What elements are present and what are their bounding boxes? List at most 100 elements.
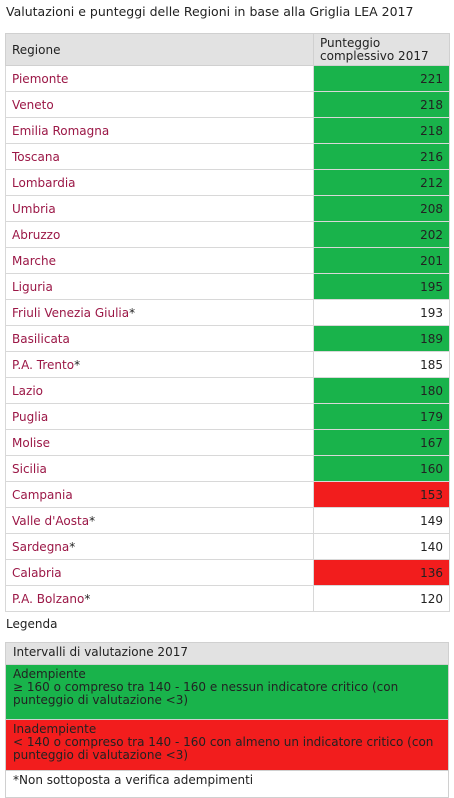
table-row: Abruzzo 202: [5, 221, 450, 248]
score-cell: 201: [313, 247, 450, 274]
region-cell: Valle d'Aosta*: [5, 507, 314, 534]
legend-noncompliant-title: Inadempiente: [13, 722, 97, 736]
region-name: Piemonte: [12, 71, 69, 86]
region-name: Abruzzo: [12, 227, 61, 242]
legend-noncompliant: Inadempiente < 140 o compreso tra 140 - …: [5, 719, 449, 771]
table-row: Campania 153: [5, 481, 450, 508]
region-cell: Marche: [5, 247, 314, 274]
region-name: Puglia: [12, 409, 49, 424]
score-cell: 167: [313, 429, 450, 456]
table-row: Lombardia 212: [5, 169, 450, 196]
not-verified-marker: *: [74, 357, 81, 372]
region-cell: Toscana: [5, 143, 314, 170]
table-row: Sicilia 160: [5, 455, 450, 482]
table-row: Piemonte 221: [5, 65, 450, 92]
region-name: Friuli Venezia Giulia: [12, 305, 130, 320]
region-cell: Abruzzo: [5, 221, 314, 248]
region-cell: Lazio: [5, 377, 314, 404]
header-region: Regione: [5, 33, 314, 66]
region-name: Liguria: [12, 279, 53, 294]
table-row: Emilia Romagna 218: [5, 117, 450, 144]
region-name: P.A. Bolzano: [12, 591, 85, 606]
legend-compliant: Adempiente ≥ 160 o compreso tra 140 - 16…: [5, 664, 449, 720]
region-cell: Emilia Romagna: [5, 117, 314, 144]
score-cell: 218: [313, 117, 450, 144]
region-name: P.A. Trento: [12, 357, 75, 372]
score-cell: 208: [313, 195, 450, 222]
region-cell: Umbria: [5, 195, 314, 222]
score-cell: 216: [313, 143, 450, 170]
region-name: Sicilia: [12, 461, 47, 476]
score-cell: 185: [313, 351, 450, 378]
legend-compliant-text: ≥ 160 o compreso tra 140 - 160 e nessun …: [13, 680, 399, 707]
region-name: Emilia Romagna: [12, 123, 110, 138]
legend-table: Intervalli di valutazione 2017 Adempient…: [5, 642, 449, 798]
region-name: Sardegna: [12, 539, 70, 554]
score-cell: 153: [313, 481, 450, 508]
not-verified-marker: *: [129, 305, 136, 320]
table-row: Veneto 218: [5, 91, 450, 118]
legend-compliant-title: Adempiente: [13, 667, 86, 681]
legend-note: *Non sottoposta a verifica adempimenti: [5, 770, 449, 798]
region-name: Campania: [12, 487, 73, 502]
region-name: Valle d'Aosta: [12, 513, 90, 528]
region-name: Toscana: [12, 149, 60, 164]
region-name: Marche: [12, 253, 56, 268]
score-cell: 218: [313, 91, 450, 118]
header-score: Punteggio complessivo 2017: [313, 33, 450, 66]
header-score-line2: complessivo 2017: [320, 48, 429, 63]
table-row: Liguria 195: [5, 273, 450, 300]
region-name: Veneto: [12, 97, 54, 112]
score-cell: 189: [313, 325, 450, 352]
region-cell: P.A. Bolzano*: [5, 585, 314, 612]
region-cell: Puglia: [5, 403, 314, 430]
region-cell: Veneto: [5, 91, 314, 118]
region-cell: Basilicata: [5, 325, 314, 352]
table-row: Lazio 180: [5, 377, 450, 404]
region-name: Calabria: [12, 565, 62, 580]
table-row: Valle d'Aosta* 149: [5, 507, 450, 534]
region-cell: Lombardia: [5, 169, 314, 196]
page-title: Valutazioni e punteggi delle Regioni in …: [6, 4, 414, 19]
table-row: Umbria 208: [5, 195, 450, 222]
region-name: Lazio: [12, 383, 44, 398]
score-cell: 136: [313, 559, 450, 586]
scores-table: Regione Punteggio complessivo 2017 Piemo…: [5, 33, 450, 612]
not-verified-marker: *: [89, 513, 96, 528]
table-row: P.A. Trento* 185: [5, 351, 450, 378]
region-cell: P.A. Trento*: [5, 351, 314, 378]
region-name: Basilicata: [12, 331, 70, 346]
score-cell: 221: [313, 65, 450, 92]
legend-header: Intervalli di valutazione 2017: [5, 642, 449, 665]
score-cell: 180: [313, 377, 450, 404]
score-cell: 120: [313, 585, 450, 612]
score-cell: 212: [313, 169, 450, 196]
table-row: Molise 167: [5, 429, 450, 456]
header-score-line1: Punteggio: [320, 35, 381, 50]
table-row: Toscana 216: [5, 143, 450, 170]
region-cell: Friuli Venezia Giulia*: [5, 299, 314, 326]
score-cell: 179: [313, 403, 450, 430]
region-cell: Campania: [5, 481, 314, 508]
not-verified-marker: *: [69, 539, 76, 554]
table-row: Sardegna* 140: [5, 533, 450, 560]
score-cell: 140: [313, 533, 450, 560]
region-cell: Sicilia: [5, 455, 314, 482]
region-name: Lombardia: [12, 175, 76, 190]
table-row: Puglia 179: [5, 403, 450, 430]
region-name: Umbria: [12, 201, 56, 216]
not-verified-marker: *: [84, 591, 91, 606]
score-cell: 160: [313, 455, 450, 482]
score-cell: 195: [313, 273, 450, 300]
region-cell: Sardegna*: [5, 533, 314, 560]
legend-noncompliant-text: < 140 o compreso tra 140 - 160 con almen…: [13, 735, 434, 762]
table-row: P.A. Bolzano* 120: [5, 585, 450, 612]
region-cell: Piemonte: [5, 65, 314, 92]
table-row: Marche 201: [5, 247, 450, 274]
region-cell: Calabria: [5, 559, 314, 586]
region-cell: Liguria: [5, 273, 314, 300]
table-row: Friuli Venezia Giulia* 193: [5, 299, 450, 326]
region-cell: Molise: [5, 429, 314, 456]
table-row: Calabria 136: [5, 559, 450, 586]
score-cell: 202: [313, 221, 450, 248]
